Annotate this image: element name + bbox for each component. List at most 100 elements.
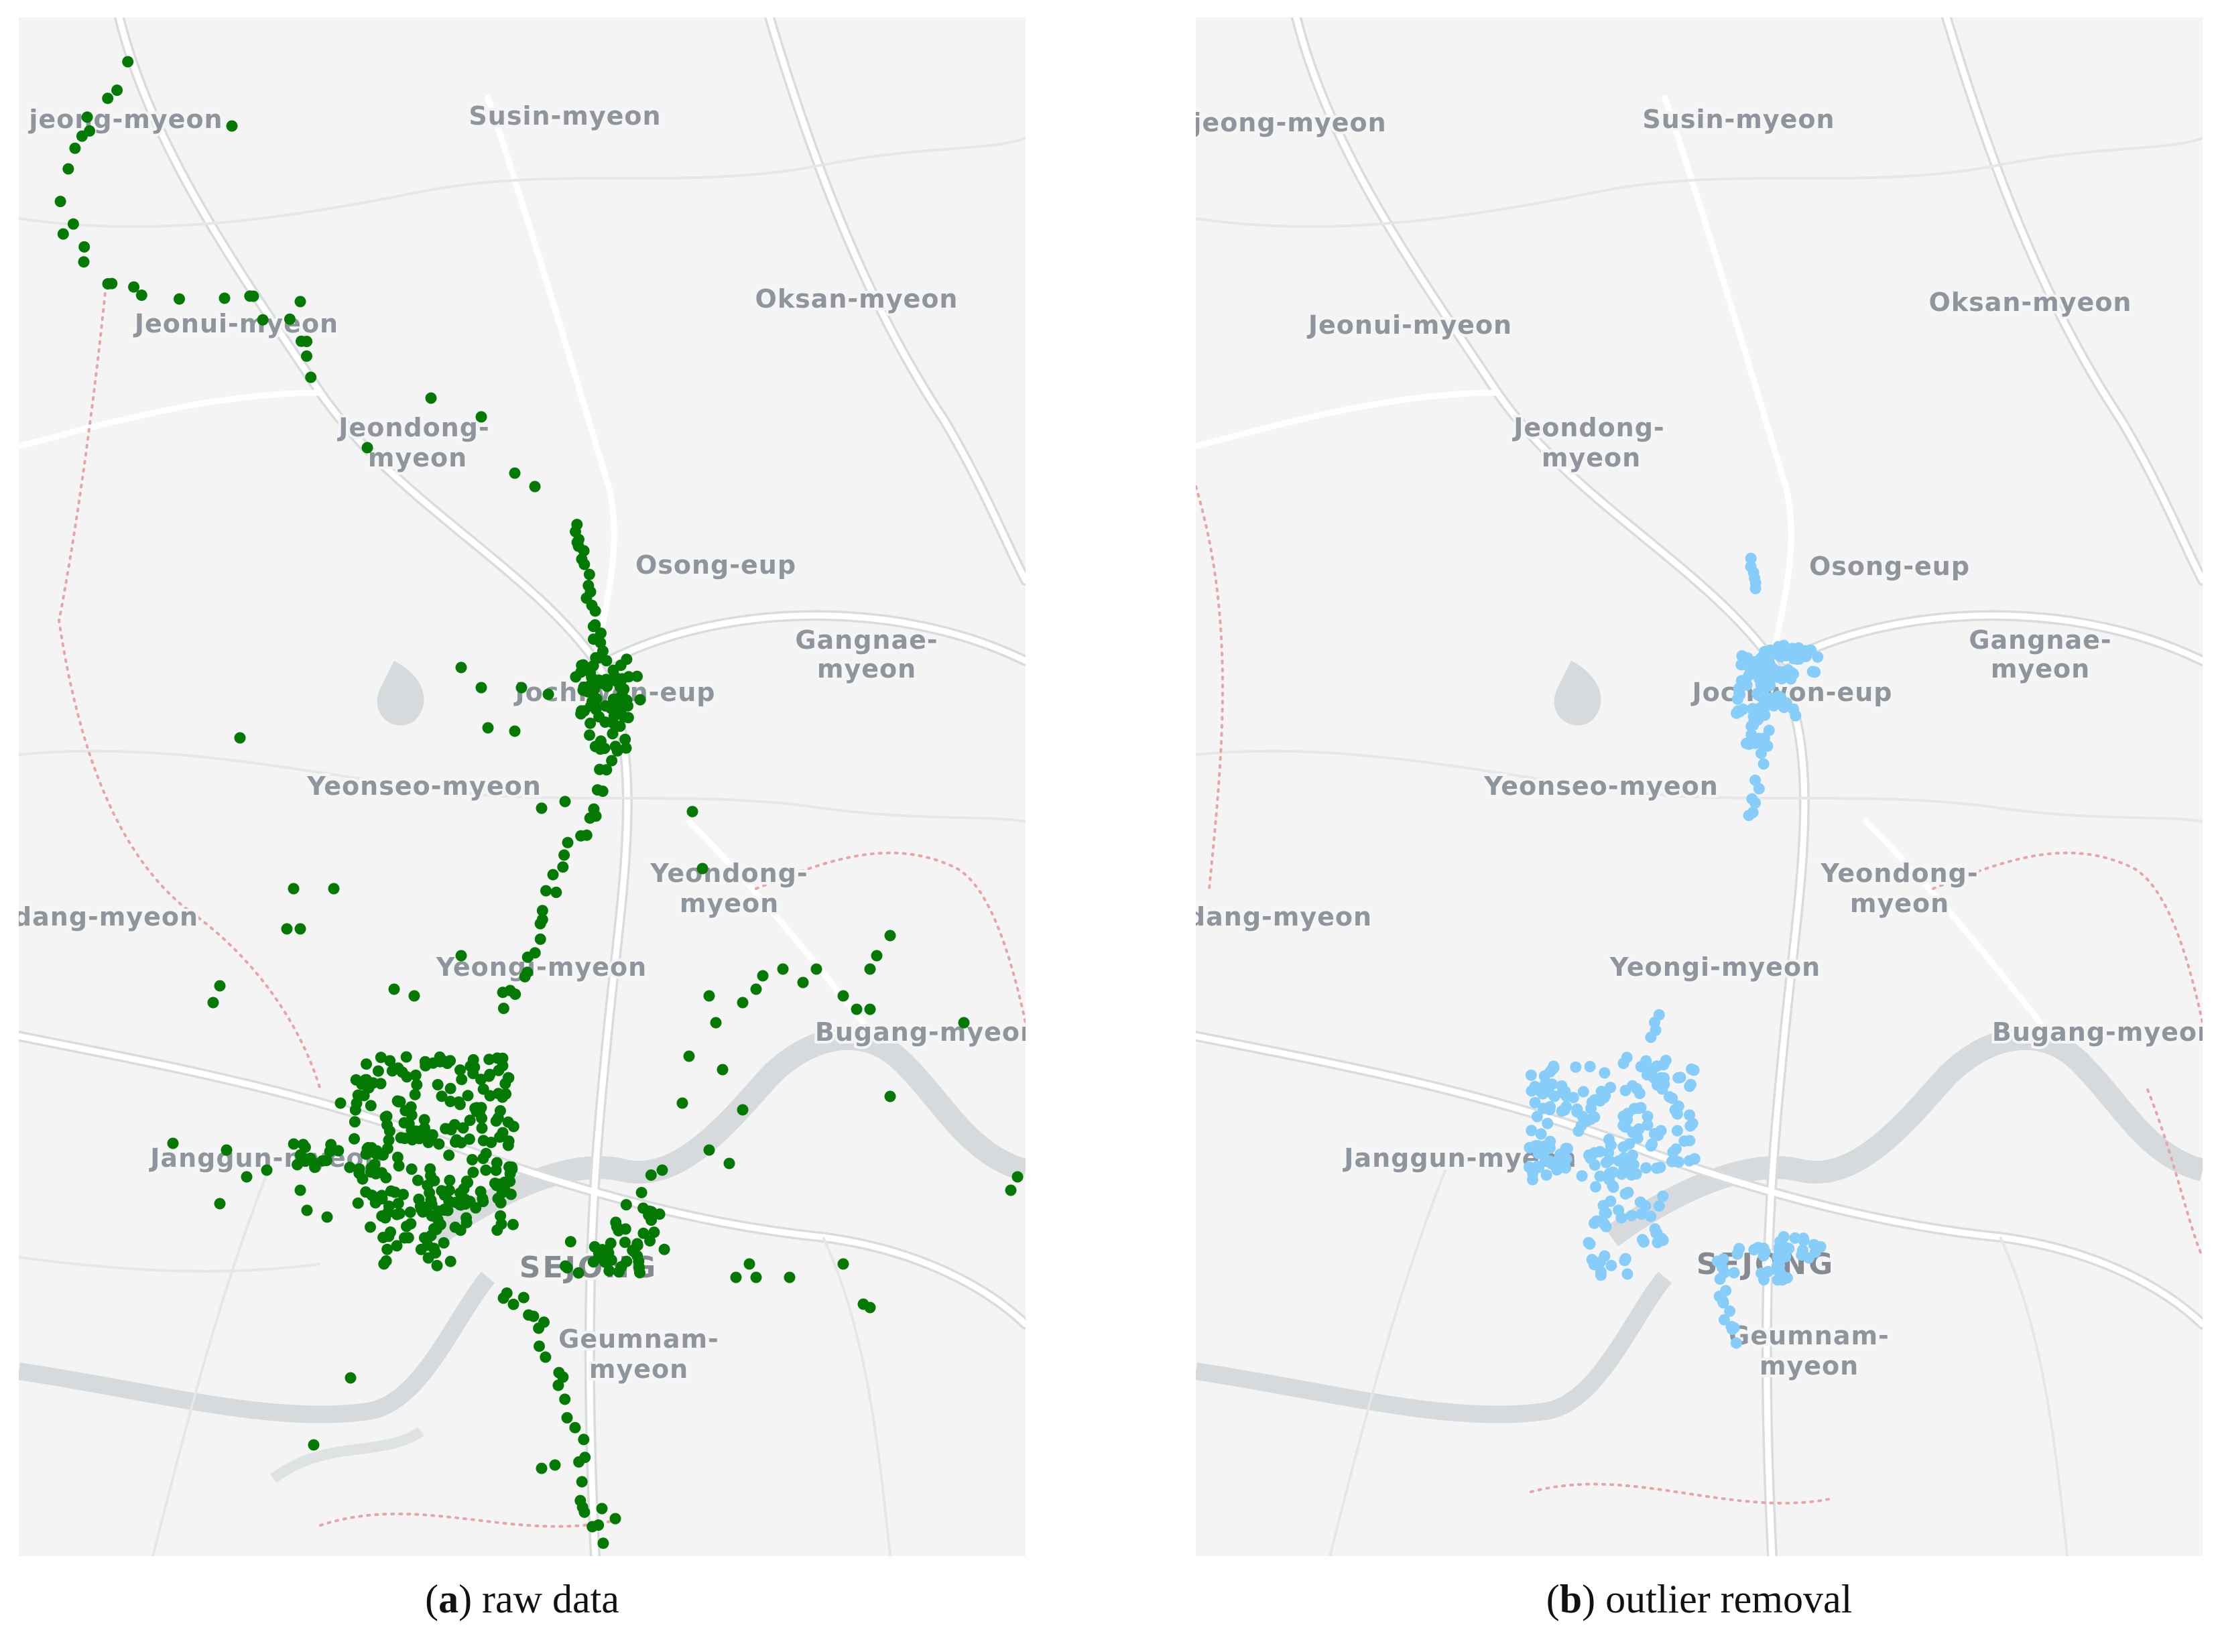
raw-data-point — [864, 963, 876, 975]
filtered-data-point — [1631, 1132, 1644, 1144]
raw-data-point — [467, 1153, 478, 1165]
raw-data-point — [344, 1161, 356, 1173]
raw-data-point — [587, 1521, 599, 1533]
filtered-data-point — [1742, 660, 1754, 672]
raw-data-point — [507, 1218, 519, 1230]
raw-data-point — [797, 976, 809, 989]
filtered-data-point — [1584, 1061, 1596, 1072]
raw-data-point — [502, 1139, 514, 1151]
place-label: myeon — [1542, 443, 1641, 472]
raw-data-point — [454, 1199, 466, 1210]
filtered-data-point — [1539, 1079, 1551, 1091]
raw-data-point — [540, 1351, 552, 1363]
raw-data-point — [851, 1003, 863, 1015]
place-label: Janggun-myeon — [148, 1143, 383, 1173]
raw-data-point — [444, 1096, 456, 1107]
raw-data-point — [603, 1247, 615, 1259]
filtered-data-point — [1748, 714, 1760, 726]
raw-data-point — [576, 705, 587, 717]
filtered-data-point — [1615, 1168, 1627, 1180]
filtered-data-point — [1684, 1135, 1696, 1147]
raw-data-point — [578, 1434, 590, 1446]
filtered-data-point — [1523, 1161, 1535, 1173]
place-label: Jeonui-myeon — [133, 309, 338, 338]
raw-data-point — [122, 56, 134, 68]
raw-data-point — [391, 1151, 404, 1163]
raw-data-point — [438, 1204, 450, 1216]
raw-data-point — [578, 558, 591, 570]
filtered-data-point — [1567, 1092, 1579, 1104]
raw-data-point — [710, 1017, 722, 1029]
raw-data-point — [436, 1090, 448, 1102]
raw-data-point — [584, 812, 596, 824]
filtered-data-point — [1645, 1210, 1657, 1222]
filtered-data-point — [1718, 1314, 1730, 1326]
raw-data-point — [375, 1052, 387, 1064]
raw-data-point — [476, 1122, 488, 1134]
caption-text-a: raw data — [482, 1577, 619, 1621]
filtered-data-point — [1658, 1059, 1670, 1071]
raw-data-point — [470, 1202, 482, 1214]
raw-data-point — [750, 983, 762, 995]
raw-data-point — [743, 1258, 755, 1270]
raw-data-point — [386, 1065, 398, 1077]
raw-data-point — [406, 1124, 418, 1136]
raw-data-point — [777, 963, 789, 975]
minor-roads — [1196, 137, 2203, 1556]
raw-data-point — [174, 293, 185, 305]
map-panel-raw-data: jeong-myeon Susin-myeon Oksan-myeon Jeonui-… — [19, 17, 1026, 1556]
raw-data-point — [609, 670, 621, 682]
raw-data-point — [561, 1262, 573, 1274]
raw-data-point — [683, 1050, 695, 1062]
caption-text-b: outlier removal — [1605, 1577, 1853, 1621]
raw-data-point — [529, 481, 541, 493]
filtered-data-point — [1645, 1140, 1657, 1152]
river — [1604, 1027, 2203, 1247]
caption-outlier-removal: (b) outlier removal — [1546, 1577, 1853, 1621]
place-label: Yeonseo-myeon — [1483, 771, 1719, 801]
filtered-data-point — [1571, 1106, 1583, 1118]
place-label: Oksan-myeon — [1929, 288, 2132, 317]
filtered-data-point — [1684, 1109, 1695, 1121]
place-label: Jeondong- — [336, 413, 489, 442]
filtered-data-point — [1575, 1120, 1587, 1132]
filtered-data-point — [1669, 1104, 1681, 1116]
raw-data-point — [1011, 1171, 1024, 1183]
place-label: dang-myeon — [19, 902, 198, 932]
raw-data-point — [389, 1186, 401, 1198]
raw-data-point — [409, 1088, 421, 1100]
raw-data-point — [413, 1194, 425, 1205]
raw-data-point — [392, 1198, 404, 1210]
filtered-data-point — [1642, 1110, 1654, 1123]
place-label: Yeondong- — [1820, 859, 1978, 888]
filtered-data-point — [1605, 1139, 1617, 1151]
raw-data-point — [621, 1255, 633, 1267]
raw-data-point — [475, 411, 487, 423]
raw-data-point — [334, 1097, 347, 1109]
filtered-data-point — [1782, 645, 1794, 657]
raw-data-point — [594, 763, 606, 775]
minor-roads — [19, 137, 1026, 1556]
raw-data-point — [559, 1393, 571, 1405]
raw-data-point — [369, 1159, 381, 1171]
raw-data-point — [380, 1255, 392, 1267]
filtered-data-point — [1778, 1231, 1790, 1243]
raw-data-point — [106, 277, 118, 290]
filtered-data-point — [1594, 1170, 1606, 1182]
filtered-data-point — [1634, 1196, 1646, 1208]
raw-data-point — [491, 1224, 503, 1236]
raw-data-point — [658, 1243, 670, 1255]
admin-boundary — [1196, 485, 2203, 1505]
raw-data-point — [656, 1164, 668, 1176]
raw-data-point — [391, 1095, 404, 1107]
place-label: Osong-eup — [635, 550, 796, 580]
caption-raw-data: (a) raw data — [425, 1577, 619, 1621]
raw-data-point — [584, 717, 597, 729]
raw-data-point — [534, 917, 546, 930]
raw-data-point — [400, 1051, 412, 1063]
raw-data-point — [433, 1138, 445, 1150]
raw-data-point — [557, 1371, 569, 1383]
filtered-data-point — [1577, 1086, 1589, 1098]
raw-data-point — [328, 883, 340, 895]
raw-data-point — [558, 849, 570, 861]
